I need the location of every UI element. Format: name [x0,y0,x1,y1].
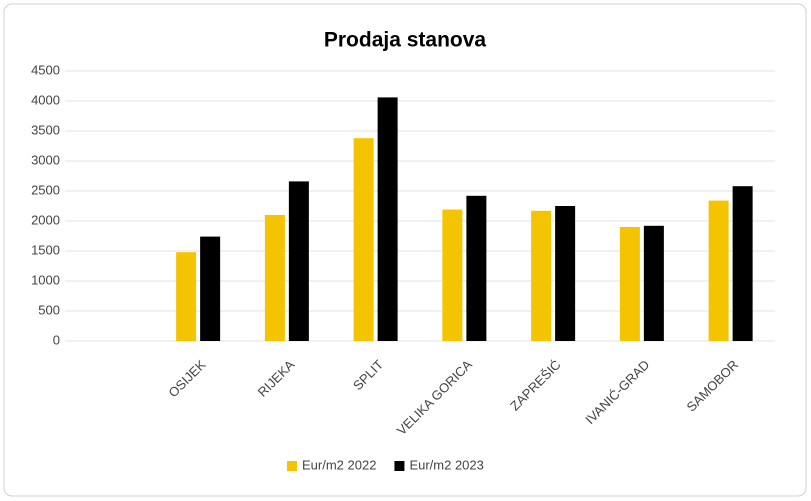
y-tick-label: 3500 [31,122,60,137]
y-tick-label: 1500 [31,242,60,257]
bar [200,236,221,341]
bar [264,215,285,341]
legend-swatch [287,461,297,471]
chart-frame [3,3,807,497]
y-tick-label: 0 [53,332,60,347]
bar [531,210,552,341]
legend-swatch [394,461,405,471]
y-tick-label: 4000 [31,92,60,107]
bar [288,181,309,341]
bar [442,209,463,341]
chart-title: Prodaja stanova [324,29,487,52]
y-tick-label: 2000 [31,212,60,227]
bar [732,186,753,341]
y-tick-label: 3000 [31,152,60,167]
y-tick-label: 4500 [31,62,60,77]
y-tick-label: 500 [38,302,60,317]
legend-label: Eur/m2 2022 [302,457,376,472]
bar [466,195,487,341]
bar [176,252,197,341]
y-tick-label: 1000 [31,272,60,287]
y-tick-label: 2500 [31,182,60,197]
bar [377,97,398,342]
legend-label: Eur/m2 2023 [409,457,483,472]
bar [555,206,576,341]
bar [353,138,374,341]
bar [619,227,640,341]
bar [708,200,729,341]
bar [643,225,664,341]
